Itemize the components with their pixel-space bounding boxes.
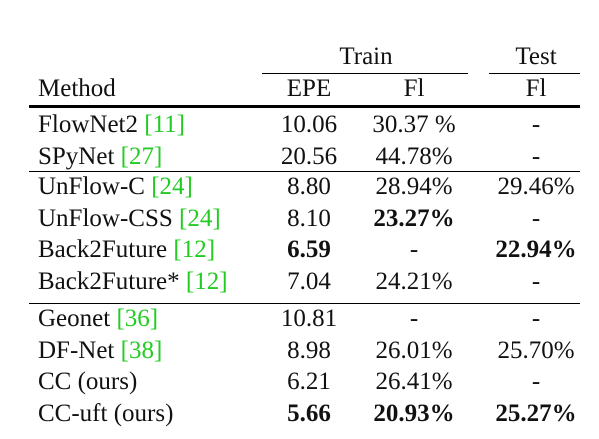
citation-number: 11	[152, 111, 177, 138]
citation-ref: [24]	[144, 173, 193, 200]
test-fl-cell: -	[531, 368, 541, 395]
citation-ref: [27]	[114, 142, 163, 170]
group-rule	[29, 303, 580, 304]
method-name: FlowNet2	[38, 111, 138, 138]
header-test: Test	[515, 43, 557, 70]
epe-cell: 8.10	[287, 204, 331, 232]
epe-cell: 8.98	[287, 336, 331, 364]
citation-number: 36	[124, 305, 150, 332]
method-name: SPyNet	[38, 142, 115, 170]
method-cell: Geonet [36]	[38, 304, 158, 334]
citation-number: 27	[128, 142, 154, 170]
method-cell: CC-uft (ours)	[38, 399, 173, 429]
method-name: UnFlow-C	[38, 173, 145, 200]
train-fl-cell: 26.01%	[375, 336, 453, 364]
method-name: CC (ours)	[38, 368, 138, 395]
test-fl-cell: -	[531, 111, 541, 138]
citation-number: 12	[181, 236, 207, 263]
method-cell: CC (ours)	[38, 367, 137, 397]
method-name: DF-Net	[38, 336, 115, 364]
header-train-fl: Fl	[403, 75, 425, 102]
header-test-fl: Fl	[525, 75, 547, 102]
epe-cell: 20.56	[280, 142, 338, 170]
citation-number: 24	[187, 204, 213, 232]
citation-ref: [38]	[114, 336, 163, 364]
test-fl-cell: -	[531, 142, 541, 170]
train-group-rule	[262, 73, 468, 74]
train-fl-cell: 20.93%	[373, 399, 455, 427]
epe-cell: 8.80	[287, 173, 331, 200]
method-cell: FlowNet2 [11]	[38, 110, 185, 140]
test-fl-cell: -	[531, 267, 541, 295]
header-train: Train	[339, 43, 393, 70]
method-name: Back2Future*	[38, 267, 180, 295]
method-name: Geonet	[38, 305, 111, 332]
header-rule	[29, 105, 580, 108]
citation-ref: [12]	[179, 267, 228, 295]
method-name: Back2Future	[38, 236, 168, 263]
test-fl-cell: 22.94%	[495, 236, 577, 263]
test-fl-cell: 25.27%	[495, 399, 577, 427]
method-cell: UnFlow-CSS [24]	[38, 204, 221, 234]
citation-ref: [36]	[110, 305, 159, 332]
train-fl-cell: 44.78%	[375, 142, 453, 170]
epe-cell: 10.81	[280, 305, 338, 332]
train-fl-cell: 23.27%	[373, 204, 455, 232]
citation-ref: [11]	[138, 111, 185, 138]
citation-number: 12	[194, 267, 220, 295]
method-cell: DF-Net [38]	[38, 336, 162, 366]
train-fl-cell: 28.94%	[375, 173, 453, 200]
citation-number: 38	[128, 336, 154, 364]
method-cell: UnFlow-C [24]	[38, 172, 193, 202]
epe-cell: 5.66	[287, 399, 331, 427]
citation-ref: [12]	[167, 236, 216, 263]
epe-cell: 10.06	[280, 111, 338, 138]
method-cell: Back2Future [12]	[38, 235, 215, 265]
test-group-rule	[489, 73, 580, 74]
epe-cell: 7.04	[287, 267, 331, 295]
method-cell: SPyNet [27]	[38, 142, 162, 172]
method-name: CC-uft (ours)	[38, 399, 174, 427]
train-fl-cell: -	[409, 305, 419, 332]
epe-cell: 6.21	[287, 368, 331, 395]
epe-cell: 6.59	[287, 236, 331, 263]
test-fl-cell: 29.46%	[497, 173, 575, 200]
group-rule	[29, 171, 580, 172]
header-train-epe: EPE	[286, 75, 332, 102]
train-fl-cell: 30.37 %	[372, 111, 456, 138]
header-method: Method	[38, 75, 116, 102]
test-fl-cell: -	[531, 305, 541, 332]
test-fl-cell: -	[531, 204, 541, 232]
test-fl-cell: 25.70%	[497, 336, 575, 364]
method-name: UnFlow-CSS	[38, 204, 173, 232]
method-cell: Back2Future* [12]	[38, 267, 228, 297]
citation-ref: [24]	[172, 204, 221, 232]
train-fl-cell: -	[409, 236, 419, 263]
citation-number: 24	[159, 173, 185, 200]
train-fl-cell: 26.41%	[375, 368, 453, 395]
train-fl-cell: 24.21%	[375, 267, 453, 295]
